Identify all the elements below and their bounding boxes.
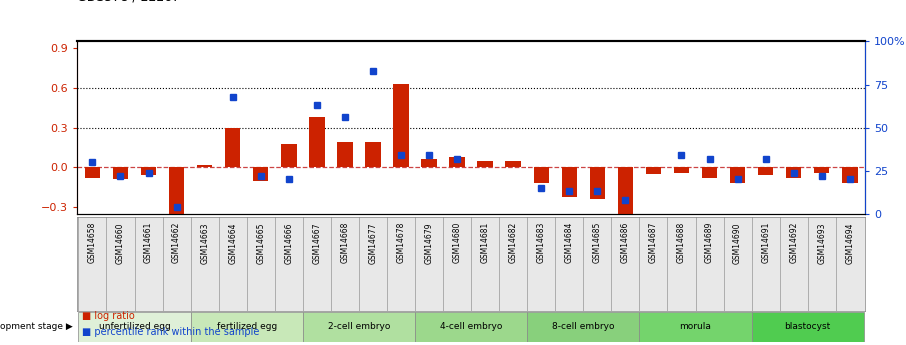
- Text: ■ percentile rank within the sample: ■ percentile rank within the sample: [82, 327, 259, 337]
- Bar: [674, 167, 689, 173]
- Text: GSM14667: GSM14667: [313, 222, 322, 264]
- Text: GSM14683: GSM14683: [536, 222, 545, 263]
- Bar: [140, 167, 156, 175]
- Bar: [365, 142, 381, 167]
- Bar: [449, 157, 465, 167]
- Text: GSM14687: GSM14687: [649, 222, 658, 263]
- Bar: [281, 144, 296, 167]
- Text: GSM14660: GSM14660: [116, 222, 125, 264]
- Bar: [730, 167, 746, 184]
- Text: blastocyst: blastocyst: [785, 322, 831, 332]
- Text: 2-cell embryo: 2-cell embryo: [328, 322, 390, 332]
- FancyBboxPatch shape: [752, 312, 863, 342]
- Text: unfertilized egg: unfertilized egg: [99, 322, 170, 332]
- Bar: [758, 167, 774, 175]
- FancyBboxPatch shape: [79, 312, 190, 342]
- Bar: [702, 167, 718, 178]
- Bar: [225, 128, 240, 167]
- Text: GSM14658: GSM14658: [88, 222, 97, 263]
- Bar: [842, 167, 857, 184]
- Bar: [786, 167, 802, 178]
- Text: morula: morula: [680, 322, 711, 332]
- Bar: [477, 161, 493, 167]
- Bar: [337, 142, 352, 167]
- Text: GSM14690: GSM14690: [733, 222, 742, 264]
- Text: 8-cell embryo: 8-cell embryo: [552, 322, 614, 332]
- Text: development stage ▶: development stage ▶: [0, 322, 72, 332]
- Text: ■ log ratio: ■ log ratio: [82, 311, 134, 321]
- Text: GSM14664: GSM14664: [228, 222, 237, 264]
- Text: GSM14686: GSM14686: [621, 222, 630, 263]
- Bar: [393, 84, 409, 167]
- Text: GSM14662: GSM14662: [172, 222, 181, 263]
- Bar: [814, 167, 830, 173]
- FancyBboxPatch shape: [190, 312, 303, 342]
- Text: GSM14681: GSM14681: [481, 222, 489, 263]
- Text: GSM14694: GSM14694: [845, 222, 854, 264]
- Text: GSM14663: GSM14663: [200, 222, 209, 264]
- Bar: [85, 167, 101, 178]
- Bar: [590, 167, 605, 199]
- Text: GSM14691: GSM14691: [761, 222, 770, 263]
- FancyBboxPatch shape: [527, 312, 640, 342]
- Bar: [646, 167, 661, 174]
- Text: GSM14668: GSM14668: [341, 222, 350, 263]
- Bar: [112, 167, 129, 179]
- Bar: [309, 117, 324, 167]
- Text: GDS578 / 22267: GDS578 / 22267: [77, 0, 180, 3]
- Text: GSM14677: GSM14677: [369, 222, 378, 264]
- Text: GSM14693: GSM14693: [817, 222, 826, 264]
- Bar: [197, 165, 212, 167]
- FancyBboxPatch shape: [303, 312, 415, 342]
- Bar: [169, 167, 184, 218]
- Text: GSM14684: GSM14684: [564, 222, 573, 263]
- Text: GSM14679: GSM14679: [425, 222, 434, 264]
- Bar: [562, 167, 577, 197]
- Bar: [534, 167, 549, 184]
- Text: GSM14689: GSM14689: [705, 222, 714, 263]
- Text: GSM14682: GSM14682: [508, 222, 517, 263]
- Text: GSM14688: GSM14688: [677, 222, 686, 263]
- Text: GSM14685: GSM14685: [593, 222, 602, 263]
- FancyBboxPatch shape: [640, 312, 752, 342]
- Bar: [506, 161, 521, 167]
- Text: GSM14692: GSM14692: [789, 222, 798, 263]
- Text: GSM14661: GSM14661: [144, 222, 153, 263]
- Bar: [618, 167, 633, 218]
- Bar: [253, 167, 268, 181]
- Bar: [421, 159, 437, 167]
- Text: GSM14665: GSM14665: [256, 222, 265, 264]
- FancyBboxPatch shape: [415, 312, 527, 342]
- Text: GSM14680: GSM14680: [453, 222, 461, 263]
- Text: GSM14678: GSM14678: [397, 222, 406, 263]
- Text: fertilized egg: fertilized egg: [217, 322, 277, 332]
- Text: GSM14666: GSM14666: [284, 222, 294, 264]
- Text: 4-cell embryo: 4-cell embryo: [440, 322, 502, 332]
